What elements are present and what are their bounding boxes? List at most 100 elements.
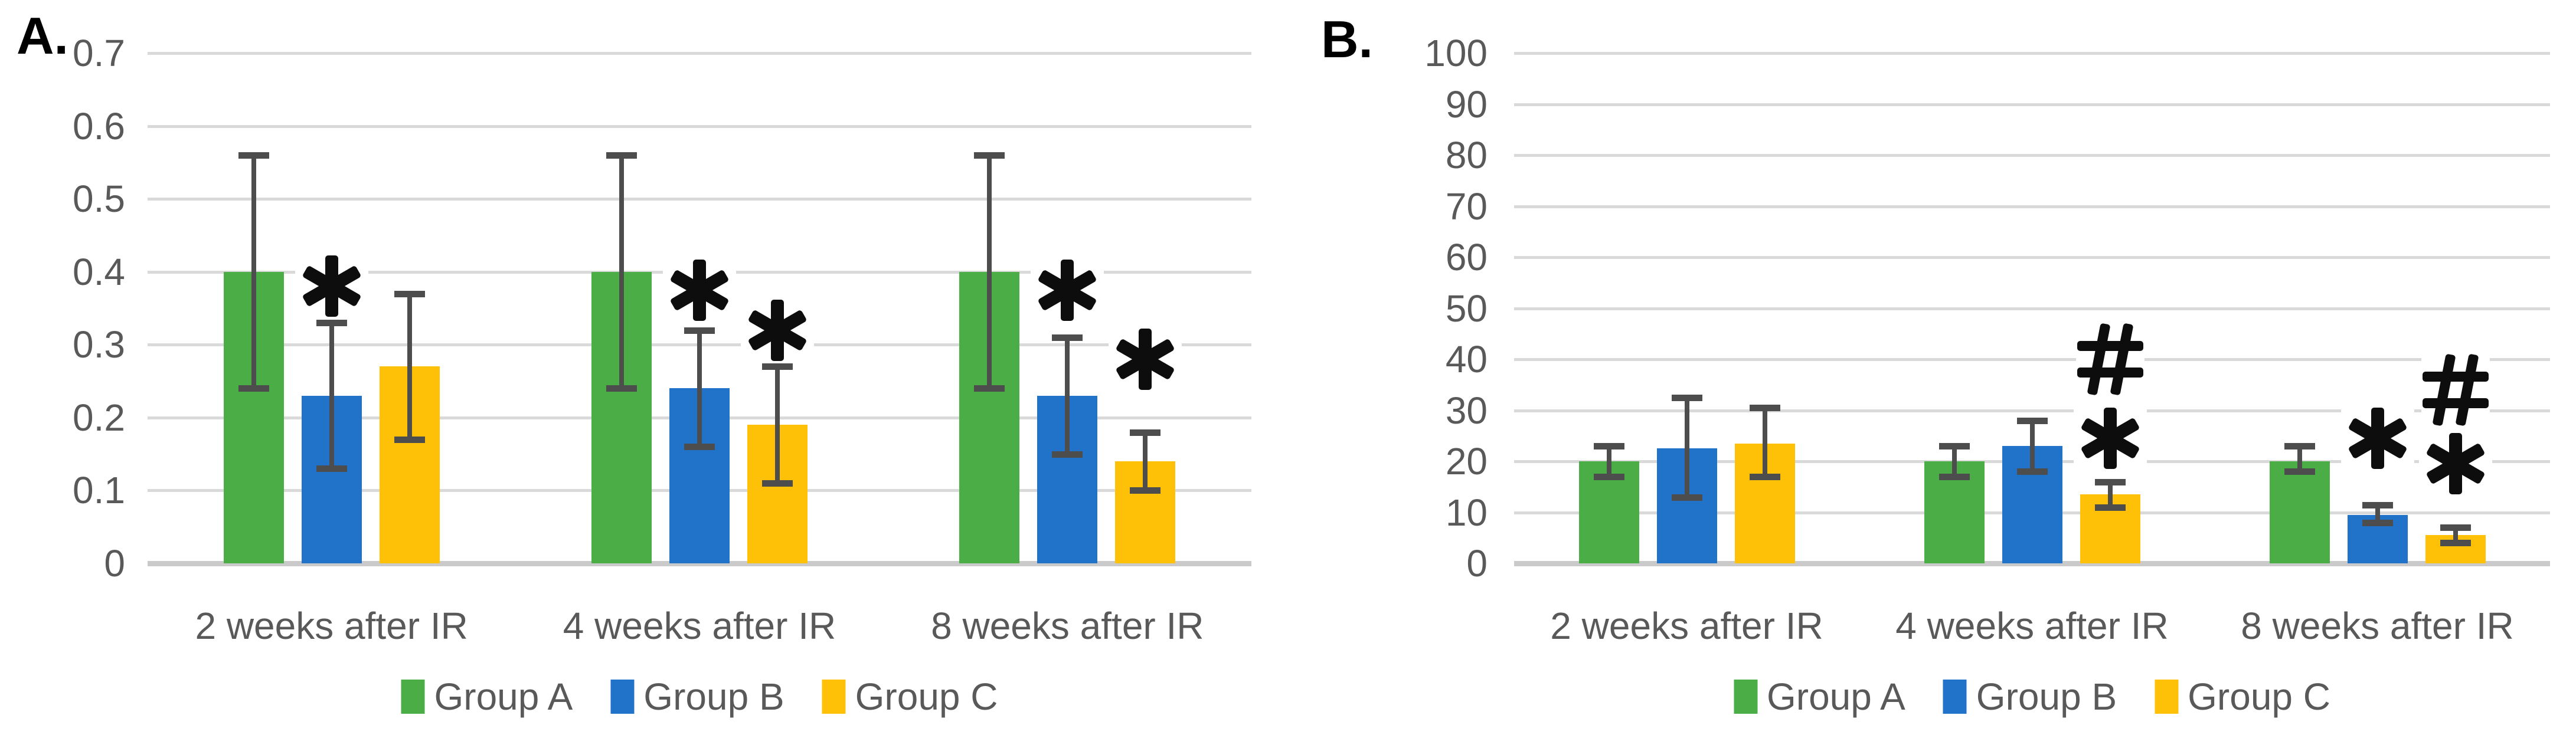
x-axis-line bbox=[148, 561, 1251, 566]
legend-item-group-a: Group A bbox=[401, 677, 573, 716]
gridline bbox=[1514, 205, 2550, 208]
legend: Group A Group B Group C bbox=[1733, 675, 2330, 718]
error-bar-cap-bottom-group-c-4-weeks-after-ir bbox=[2094, 504, 2126, 511]
hash-vertical-bar-1 bbox=[2432, 353, 2456, 426]
x-category-label: 2 weeks after IR bbox=[195, 605, 468, 647]
legend-label-group-a: Group A bbox=[1766, 675, 1905, 718]
error-bar-cap-bottom-group-c-8-weeks-after-ir bbox=[1130, 487, 1161, 494]
hash-vertical-bar-2 bbox=[2110, 323, 2133, 396]
y-tick-label: 0.1 bbox=[73, 469, 125, 512]
legend-label-group-c: Group C bbox=[855, 675, 998, 718]
error-bar-cap-top-group-b-8-weeks-after-ir bbox=[2362, 501, 2393, 508]
legend-label-group-a: Group A bbox=[434, 675, 573, 718]
legend-item-group-a: Group A bbox=[1733, 675, 1905, 718]
x-category-label: 4 weeks after IR bbox=[563, 605, 836, 647]
significance-marker-star bbox=[741, 297, 814, 363]
panel-a: A. 0 0.1 0.2 0.3 0.4 0.5 0.6 0.7 2 weeks after I… bbox=[0, 0, 1287, 735]
y-tick-label: 0.5 bbox=[73, 178, 125, 221]
significance-marker-star bbox=[295, 253, 368, 320]
significance-marker-hash bbox=[2075, 322, 2145, 396]
error-bar-cap-bottom-group-a-8-weeks-after-ir bbox=[974, 385, 1005, 392]
legend: Group A Group B Group C bbox=[401, 677, 998, 716]
hash-horizontal-bar-1 bbox=[2077, 341, 2143, 351]
error-bar-group-c-4-weeks-after-ir bbox=[775, 366, 780, 484]
error-bar-group-a-2-weeks-after-ir bbox=[251, 155, 256, 389]
significance-marker-star bbox=[1031, 257, 1104, 323]
panel-label-a: A. bbox=[17, 6, 68, 65]
error-bar-group-b-4-weeks-after-ir bbox=[2029, 420, 2035, 472]
significance-marker-star bbox=[2340, 405, 2414, 472]
bar-group-a-8-weeks-after-ir bbox=[2269, 461, 2330, 563]
gridline bbox=[1514, 256, 2550, 259]
legend-swatch-group-c bbox=[822, 680, 846, 714]
error-bar-group-c-8-weeks-after-ir bbox=[2453, 527, 2458, 543]
legend-item-group-c: Group C bbox=[2155, 677, 2330, 716]
error-bar-cap-top-group-a-8-weeks-after-ir bbox=[2284, 443, 2315, 450]
x-category-label: 8 weeks after IR bbox=[931, 605, 1204, 647]
gridline bbox=[1514, 409, 2550, 412]
y-tick-label: 0 bbox=[104, 542, 125, 585]
x-axis-line bbox=[1514, 561, 2550, 566]
error-bar-group-a-8-weeks-after-ir bbox=[987, 155, 992, 389]
legend-label-group-b: Group B bbox=[1976, 675, 2117, 718]
y-tick-label: 40 bbox=[1445, 338, 1488, 380]
error-bar-cap-bottom-group-c-2-weeks-after-ir bbox=[394, 436, 425, 443]
chart-b: 0 10 20 30 40 50 60 70 80 90 100 2 weeks after IR 4 … bbox=[1287, 0, 2576, 735]
y-tick-label: 0.6 bbox=[73, 104, 125, 147]
y-tick-label: 60 bbox=[1445, 236, 1488, 278]
hash-horizontal-bar-2 bbox=[2077, 368, 2143, 378]
error-bar-cap-top-group-a-4-weeks-after-ir bbox=[1938, 443, 1970, 450]
significance-marker-star bbox=[1109, 326, 1182, 392]
y-tick-label: 100 bbox=[1424, 32, 1488, 74]
gridline bbox=[148, 124, 1251, 128]
y-tick-label: 80 bbox=[1445, 134, 1488, 176]
legend-item-group-c: Group C bbox=[822, 677, 998, 716]
hash-horizontal-bar-1 bbox=[2422, 371, 2489, 382]
error-bar-group-a-8-weeks-after-ir bbox=[2297, 446, 2302, 472]
gridline bbox=[148, 52, 1251, 55]
gridline bbox=[1514, 154, 2550, 157]
y-tick-label: 50 bbox=[1445, 287, 1488, 330]
hash-vertical-bar-1 bbox=[2087, 323, 2110, 396]
legend-swatch-group-c bbox=[2155, 680, 2179, 714]
y-tick-label: 10 bbox=[1445, 491, 1488, 534]
y-tick-label: 20 bbox=[1445, 440, 1488, 483]
y-tick-label: 0.3 bbox=[73, 323, 125, 366]
error-bar-cap-bottom-group-a-4-weeks-after-ir bbox=[1938, 473, 1970, 480]
error-bar-group-b-2-weeks-after-ir bbox=[329, 323, 334, 469]
error-bar-cap-bottom-group-b-2-weeks-after-ir bbox=[316, 465, 347, 472]
error-bar-cap-top-group-b-4-weeks-after-ir bbox=[684, 327, 715, 334]
error-bar-cap-top-group-a-4-weeks-after-ir bbox=[606, 152, 637, 159]
error-bar-cap-top-group-c-2-weeks-after-ir bbox=[394, 290, 425, 297]
error-bar-cap-top-group-b-2-weeks-after-ir bbox=[1671, 394, 1702, 401]
x-category-label: 2 weeks after IR bbox=[1550, 605, 1823, 647]
panel-b: B. 0 10 20 30 40 50 60 70 80 90 100 2 weeks after I… bbox=[1287, 0, 2576, 735]
gridline bbox=[1514, 358, 2550, 361]
error-bar-cap-top-group-b-2-weeks-after-ir bbox=[316, 320, 347, 327]
error-bar-cap-bottom-group-a-2-weeks-after-ir bbox=[238, 385, 269, 392]
x-category-label: 8 weeks after IR bbox=[2241, 605, 2514, 647]
gridline bbox=[1514, 52, 2550, 55]
legend-swatch-group-b bbox=[610, 680, 635, 714]
error-bar-group-b-2-weeks-after-ir bbox=[1684, 397, 1689, 497]
error-bar-group-c-8-weeks-after-ir bbox=[1143, 432, 1148, 491]
legend-label-group-b: Group B bbox=[643, 675, 784, 718]
y-tick-label: 70 bbox=[1445, 185, 1488, 228]
error-bar-cap-bottom-group-b-4-weeks-after-ir bbox=[684, 444, 715, 451]
error-bar-cap-bottom-group-b-2-weeks-after-ir bbox=[1671, 494, 1702, 501]
error-bar-cap-bottom-group-a-2-weeks-after-ir bbox=[1593, 473, 1624, 480]
error-bar-cap-bottom-group-c-2-weeks-after-ir bbox=[1749, 473, 1780, 480]
error-bar-group-a-2-weeks-after-ir bbox=[1606, 446, 1611, 477]
y-tick-label: 0 bbox=[1466, 542, 1488, 585]
gridline bbox=[1514, 307, 2550, 310]
hash-vertical-bar-2 bbox=[2455, 353, 2479, 426]
legend-swatch-group-a bbox=[401, 680, 425, 714]
error-bar-cap-top-group-c-4-weeks-after-ir bbox=[2094, 478, 2126, 485]
error-bar-group-c-2-weeks-after-ir bbox=[1762, 408, 1767, 477]
error-bar-group-c-2-weeks-after-ir bbox=[407, 293, 412, 439]
significance-marker-star bbox=[2418, 431, 2492, 497]
error-bar-group-b-8-weeks-after-ir bbox=[1065, 337, 1070, 454]
error-bar-cap-top-group-a-2-weeks-after-ir bbox=[1593, 443, 1624, 450]
error-bar-cap-top-group-b-4-weeks-after-ir bbox=[2016, 417, 2048, 424]
error-bar-group-a-4-weeks-after-ir bbox=[1951, 446, 1957, 477]
